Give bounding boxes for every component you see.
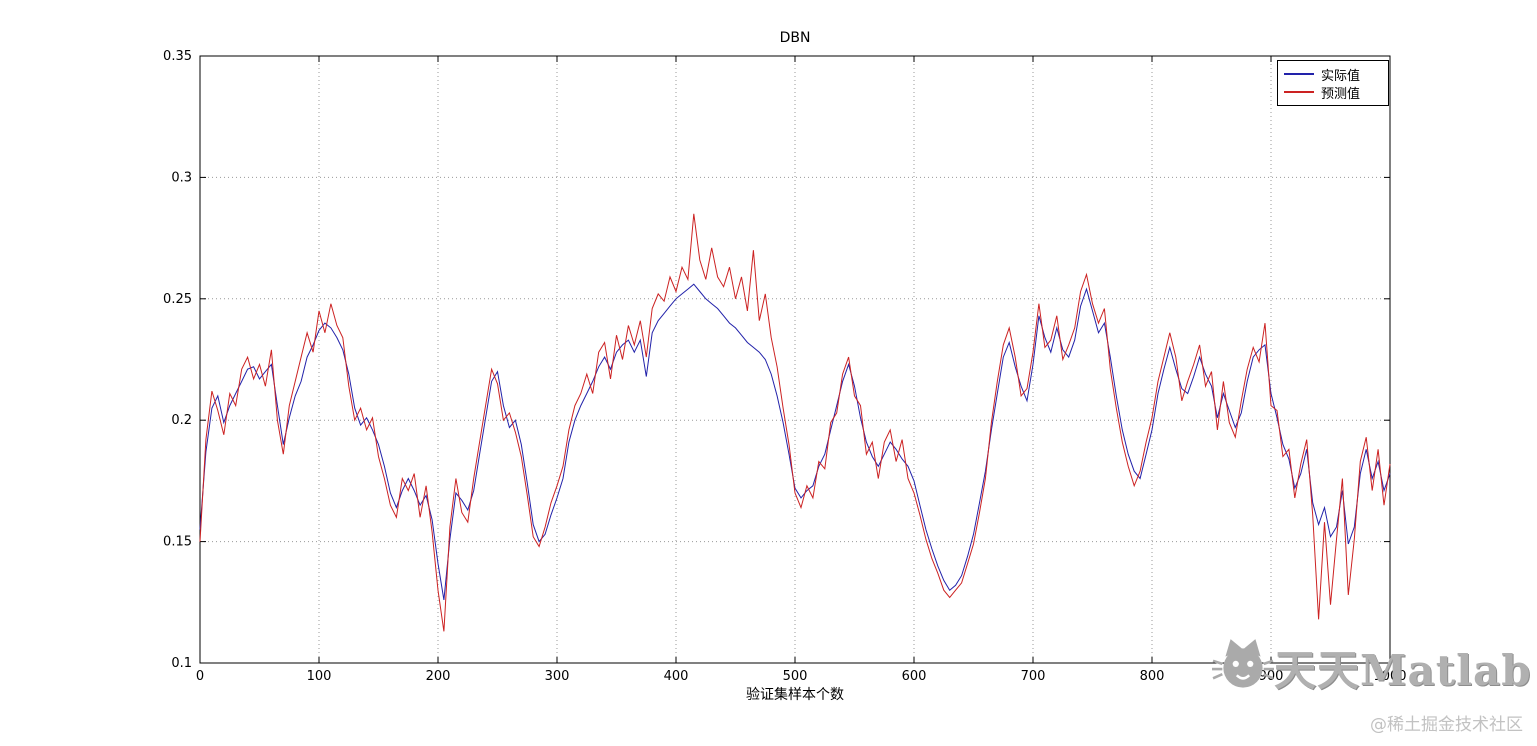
x-tick-label: 700 (1021, 669, 1046, 684)
plot-box (199, 55, 1391, 664)
legend-label-actual: 实际值 (1321, 68, 1361, 84)
watermark-brand: 天天Matlab (1274, 645, 1532, 695)
x-tick-label: 600 (902, 669, 927, 684)
cat-logo-icon (1212, 639, 1274, 688)
x-tick-label: 0 (196, 669, 204, 684)
series-line-1 (199, 213, 1391, 632)
x-tick-label: 800 (1140, 669, 1165, 684)
legend-label-predicted: 预测值 (1321, 86, 1361, 102)
x-tick-label: 100 (307, 669, 332, 684)
watermark: 天天Matlab (1212, 636, 1532, 698)
legend: 实际值 预测值 (1277, 60, 1389, 106)
x-axis-label: 验证集样本个数 (746, 687, 844, 703)
y-tick-label: 0.1 (171, 656, 192, 671)
x-tick-label: 500 (783, 669, 808, 684)
legend-line-swatch-actual (1284, 73, 1314, 75)
watermark-credit: @稀土掘金技术社区 (1370, 715, 1523, 735)
y-tick-label: 0.3 (171, 170, 192, 185)
x-tick-label: 200 (426, 669, 451, 684)
y-tick-label: 0.35 (163, 49, 192, 64)
chart-title: DBN (779, 30, 811, 46)
y-tick-label: 0.2 (171, 413, 192, 428)
y-tick-label: 0.15 (163, 535, 192, 550)
x-tick-label: 1000 (1373, 669, 1406, 684)
x-tick-label: 400 (664, 669, 689, 684)
x-tick-label: 300 (545, 669, 570, 684)
y-tick-label: 0.25 (163, 292, 192, 307)
legend-entry-actual: 实际值 (1284, 65, 1382, 84)
legend-entry-predicted: 预测值 (1284, 83, 1382, 102)
legend-line-swatch-predicted (1284, 91, 1314, 93)
